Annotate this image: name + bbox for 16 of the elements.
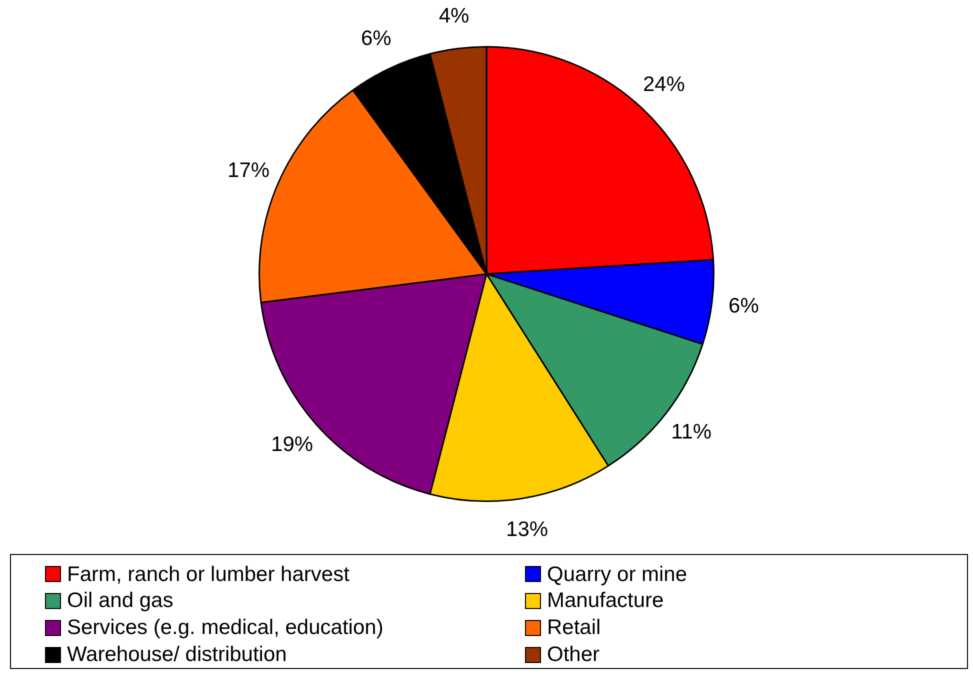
data-label: 6% bbox=[360, 27, 392, 50]
legend-label: Other bbox=[547, 642, 600, 668]
data-label: 13% bbox=[506, 518, 548, 541]
data-label: 6% bbox=[728, 294, 759, 318]
legend-label: Retail bbox=[547, 615, 601, 641]
legend-label: Warehouse/ distribution bbox=[67, 642, 287, 668]
data-label: 4% bbox=[438, 4, 470, 28]
legend-label: Services (e.g. medical, education) bbox=[67, 615, 384, 641]
data-label: 19% bbox=[271, 433, 314, 456]
data-label: 17% bbox=[228, 158, 270, 182]
legend-label: Farm, ranch or lumber harvest bbox=[67, 562, 350, 588]
data-label: 24% bbox=[642, 72, 685, 96]
legend-label: Oil and gas bbox=[67, 588, 174, 614]
legend-label: Quarry or mine bbox=[547, 562, 688, 588]
data-label: 11% bbox=[671, 420, 712, 444]
legend-label: Manufacture bbox=[547, 588, 664, 614]
